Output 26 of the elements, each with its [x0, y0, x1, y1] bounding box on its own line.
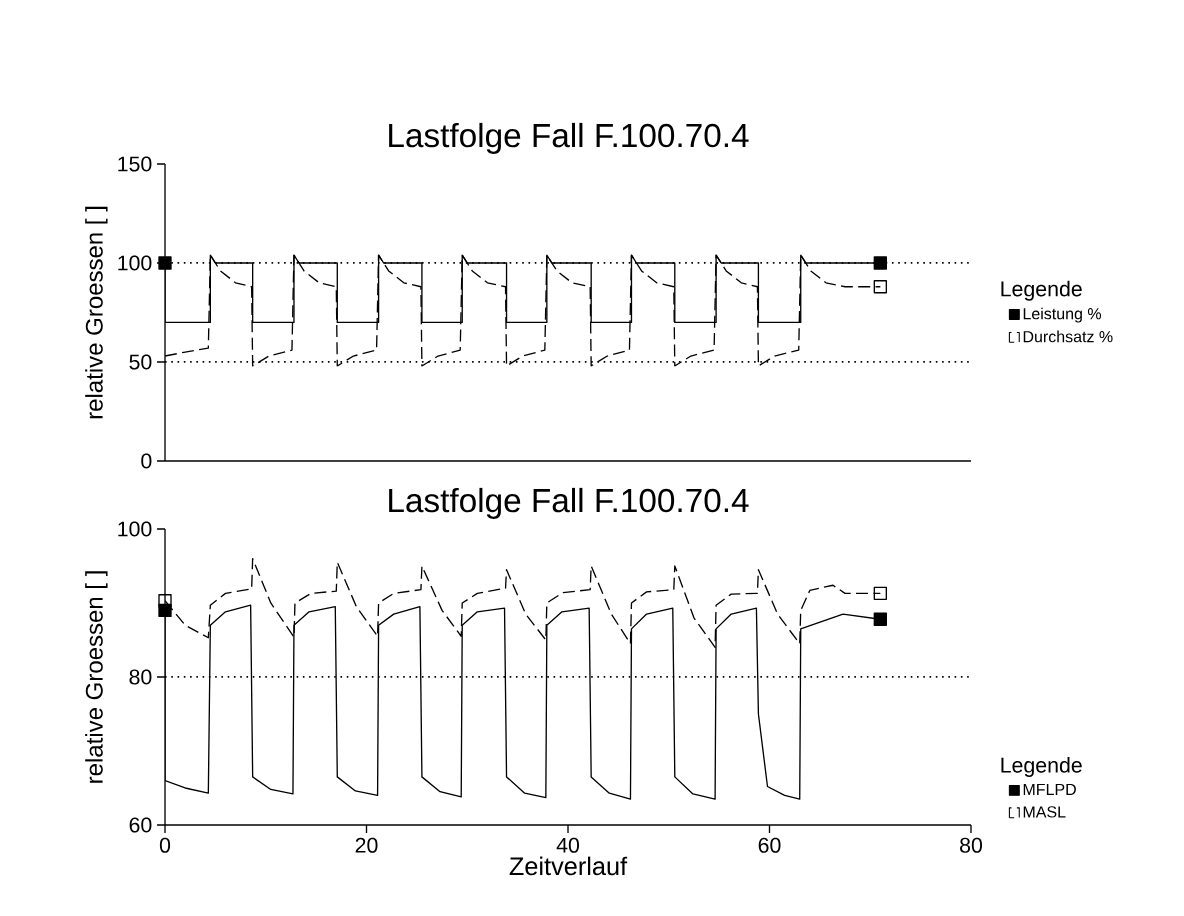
- legend-title: Legende: [1001, 757, 1082, 777]
- legend-title: Legende: [1001, 280, 1082, 301]
- x-axis-title: Zeitverlauf: [509, 856, 628, 876]
- chart-title: Lastfolge Fall F.100.70.4: [389, 487, 749, 519]
- chart-title: Lastfolge Fall F.100.70.4: [389, 122, 749, 154]
- x-tick-label: 20: [355, 837, 378, 853]
- x-tick-label: 60: [758, 837, 781, 853]
- y-tick-label: 50: [129, 354, 152, 370]
- point: [873, 612, 887, 626]
- y-tick-label: 0: [141, 453, 152, 469]
- point: [158, 594, 172, 608]
- x-tick-label: 80: [960, 837, 983, 853]
- legend-label: MFLPD: [1023, 783, 1076, 795]
- x-tick-label: 0: [159, 837, 171, 853]
- y-tick-label: 100: [118, 255, 152, 271]
- x-tick-label: 40: [556, 837, 580, 853]
- y-tick-label: 100: [118, 521, 152, 537]
- y-tick-label: 150: [118, 156, 152, 172]
- y-axis-title: relative Groessen [ ]: [85, 571, 108, 783]
- legend-label: MASL: [1023, 806, 1066, 818]
- point: [873, 586, 887, 601]
- y-tick-label: 80: [129, 669, 152, 685]
- legend-label: Leistung %: [1023, 307, 1102, 323]
- legend-label: Durchsatz %: [1023, 330, 1113, 343]
- y-tick-label: 60: [129, 817, 152, 833]
- y-axis-title: relative Groessen [ ]: [85, 206, 108, 419]
